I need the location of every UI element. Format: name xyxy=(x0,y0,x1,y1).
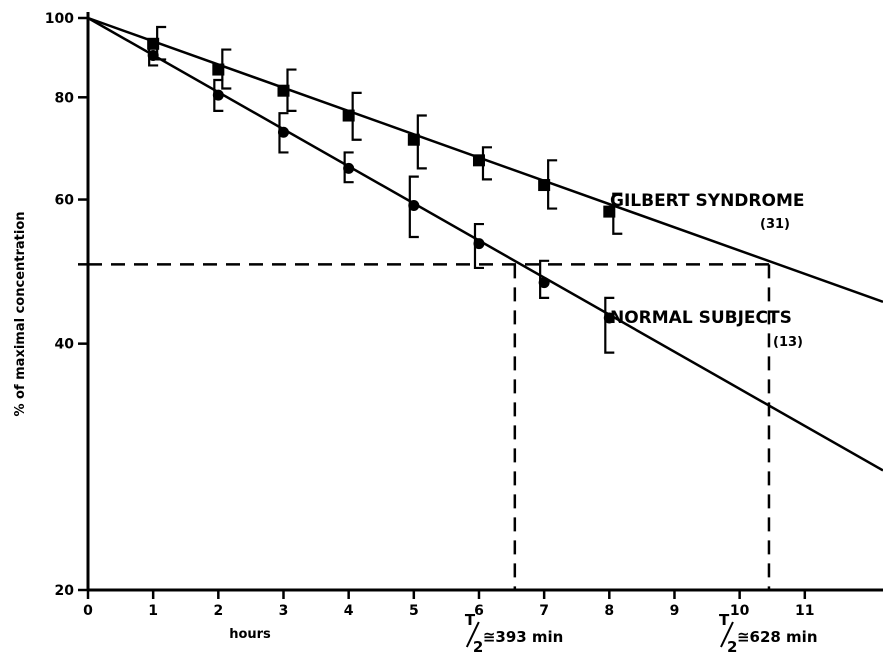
data-point-circle xyxy=(343,162,355,174)
x-tick-label: 10 xyxy=(730,603,750,619)
series-n-gilbert: (31) xyxy=(760,217,790,232)
data-point-circle xyxy=(212,89,224,101)
x-tick-label: 2 xyxy=(213,603,223,619)
y-tick-label: 100 xyxy=(45,11,74,27)
error-bars xyxy=(148,25,623,354)
x-axis-title: hours xyxy=(229,627,271,642)
y-tick-label: 20 xyxy=(55,583,75,599)
y-tick-label: 40 xyxy=(55,337,75,353)
x-tick-label: 0 xyxy=(83,603,93,619)
half-life-label: T 2≅628 min xyxy=(719,611,818,656)
half-life-slash xyxy=(720,621,734,648)
data-point-square xyxy=(342,109,355,122)
data-point-square xyxy=(407,133,420,146)
error-bar xyxy=(604,296,615,354)
series-label-normal: NORMAL SUBJECTS xyxy=(610,308,792,328)
data-point-square xyxy=(212,63,225,76)
x-tick-label: 4 xyxy=(344,603,354,619)
half-life-symbol: T xyxy=(465,611,476,629)
x-tick-label: 7 xyxy=(539,603,549,619)
half-life-symbol: T xyxy=(719,611,730,629)
half-life-subscript: 2 xyxy=(727,638,737,656)
data-point-square xyxy=(277,84,290,97)
x-tick-label: 1 xyxy=(148,603,158,619)
fit-line-normal xyxy=(87,16,883,472)
x-tick-label: 9 xyxy=(670,603,680,619)
y-tick-label: 80 xyxy=(55,90,75,106)
series-label-gilbert: GILBERT SYNDROME xyxy=(610,191,805,211)
fit-line-gilbert xyxy=(87,16,883,303)
fit-lines xyxy=(87,16,883,472)
data-point-circle xyxy=(147,49,159,61)
half-life-subscript: 2 xyxy=(473,638,483,656)
y-axis-title: % of maximal concentration xyxy=(13,211,28,416)
data-point-square xyxy=(472,154,485,167)
data-points xyxy=(147,37,616,324)
x-tick-label: 11 xyxy=(795,603,814,619)
half-life-reference-lines xyxy=(88,263,771,590)
data-point-circle xyxy=(277,126,289,138)
half-life-label: T 2≅393 min xyxy=(465,611,564,656)
x-tick-label: 5 xyxy=(409,603,419,619)
data-point-square xyxy=(538,179,551,192)
half-life-value: ≅393 min xyxy=(483,628,564,646)
data-point-circle xyxy=(473,238,485,250)
series-n-normal: (13) xyxy=(773,335,803,350)
data-point-circle xyxy=(408,200,420,212)
half-life-slash xyxy=(465,621,480,648)
data-point-square xyxy=(603,205,616,218)
axes: 20 40 60 80 100 0 1 2 3 4 5 6 7 8 9 10 11 hours % of maxim… xyxy=(13,11,883,642)
x-tick-label: 8 xyxy=(604,603,614,619)
half-life-value: ≅628 min xyxy=(737,628,818,646)
data-point-circle xyxy=(603,312,615,324)
y-tick-label: 60 xyxy=(55,193,75,209)
x-tick-label: 6 xyxy=(474,603,484,619)
data-point-circle xyxy=(538,277,550,289)
x-tick-label: 3 xyxy=(279,603,289,619)
data-point-square xyxy=(147,37,160,50)
